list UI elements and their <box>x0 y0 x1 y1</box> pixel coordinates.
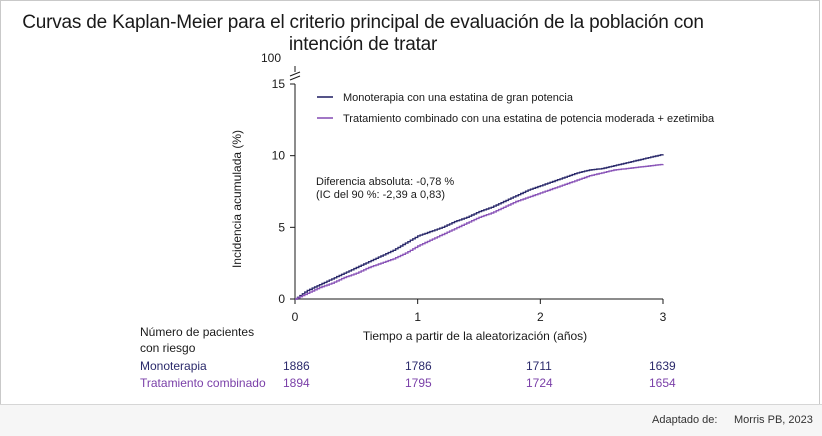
footer-bar <box>0 404 822 436</box>
risk-value: 1711 <box>526 359 552 373</box>
risk-value: 1639 <box>649 359 676 373</box>
legend-label-combinado: Tratamiento combinado con una estatina d… <box>343 113 715 125</box>
risk-value: 1724 <box>526 376 553 390</box>
y-tick-label: 5 <box>278 220 285 234</box>
y-tick-label: 15 <box>272 77 286 91</box>
footer-source: Morris PB, 2023 <box>734 414 813 426</box>
risk-value: 1894 <box>283 376 310 390</box>
y-tick-label: 0 <box>278 292 285 306</box>
risk-value: 1795 <box>405 376 432 390</box>
x-tick-label: 3 <box>660 310 667 324</box>
km-chart: 100 0 5 10 15 0 1 2 3 Incidencia acumulada (%)… <box>230 51 715 343</box>
y-break-label: 100 <box>261 51 281 65</box>
risk-header-line-1: Número de pacientes <box>140 325 255 339</box>
annotation-line-2: (IC del 90 %: -2,39 a 0,83) <box>316 189 445 201</box>
chart-title: Curvas de Kaplan-Meier para el criterio … <box>22 12 704 55</box>
footer-label: Adaptado de: <box>652 414 718 426</box>
chart-card <box>0 0 820 404</box>
risk-row-label: Monoterapia <box>140 359 207 373</box>
series-line-monoterapia <box>295 154 664 300</box>
x-tick-label: 2 <box>537 310 544 324</box>
x-axis-label: Tiempo a partir de la aleatorización (añ… <box>363 329 587 343</box>
x-tick-label: 0 <box>292 310 299 324</box>
series-line-combinado <box>295 163 664 300</box>
risk-value: 1786 <box>405 359 432 373</box>
risk-header-line-2: con riesgo <box>140 341 196 355</box>
y-axis-label: Incidencia acumulada (%) <box>230 130 244 268</box>
x-tick-label: 1 <box>414 310 421 324</box>
axis-break-mark <box>289 71 301 77</box>
annotation-line-1: Diferencia absoluta: -0,78 % <box>316 176 454 188</box>
axis-break-mark <box>289 75 301 81</box>
risk-row-label: Tratamiento combinado <box>140 376 266 390</box>
risk-value: 1886 <box>283 359 310 373</box>
legend-label-monoterapia: Monoterapia con una estatina de gran pot… <box>343 92 574 104</box>
y-tick-label: 10 <box>272 149 286 163</box>
risk-value: 1654 <box>649 376 676 390</box>
